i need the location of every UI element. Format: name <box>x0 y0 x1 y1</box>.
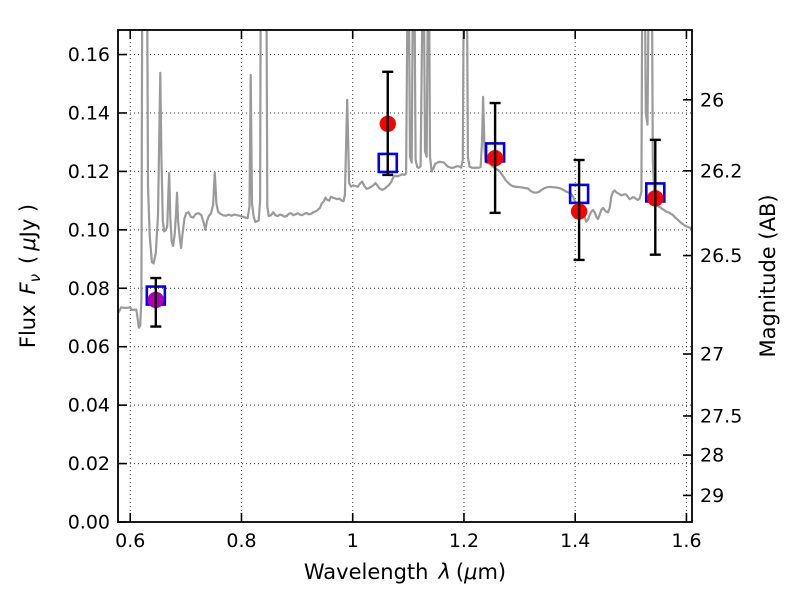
y-tick-label: 0.14 <box>68 102 110 124</box>
y-axis-label: Flux Fν ( μJy ) <box>16 204 44 348</box>
mu-symbol-y: μ <box>16 237 41 251</box>
flux-symbol: F <box>16 282 41 295</box>
y-tick-label: 0.10 <box>68 219 110 241</box>
y2-tick-label: 26 <box>700 89 724 111</box>
x-tick-label: 1.2 <box>449 530 479 552</box>
y-tick-label: 0.08 <box>68 278 110 300</box>
y-axis-unit-open: ( <box>16 255 41 264</box>
y-tick-label: 0.16 <box>68 44 110 66</box>
y-tick-label: 0.06 <box>68 336 110 358</box>
x-tick-label: 0.6 <box>115 530 145 552</box>
x-tick-label: 1.4 <box>560 530 590 552</box>
y-axis-unit: Jy ) <box>16 203 41 238</box>
y2-tick-label: 26.5 <box>700 245 742 267</box>
y2-tick-label: 27 <box>700 344 724 366</box>
nu-subscript: ν <box>25 273 44 283</box>
x-axis-label: Wavelength λ (μm) <box>304 560 506 584</box>
error-bars <box>150 70 661 328</box>
y2-tick-label: 27.5 <box>700 405 742 427</box>
y2-tick-label: 26.2 <box>700 160 742 182</box>
plot-frame <box>117 29 693 523</box>
axis-ticks <box>118 30 692 523</box>
y-tick-label: 0.12 <box>68 161 110 183</box>
x-tick-label: 0.8 <box>226 530 256 552</box>
tick-labels: 0.6 0.8 1 1.2 1.4 1.6 0.00 0.02 0.04 0.06 0.08 0.10… <box>68 44 743 552</box>
gridlines <box>118 30 692 522</box>
y2-tick-label: 28 <box>700 445 724 467</box>
x-tick-label: 1.6 <box>671 530 701 552</box>
x-axis-label-word: Wavelength <box>303 560 429 584</box>
y2-axis-label: Magnitude (AB) <box>756 194 780 358</box>
lambda-symbol: λ <box>438 560 451 584</box>
y-tick-label: 0.04 <box>68 395 110 417</box>
x-axis-unit: m) <box>477 560 507 584</box>
y-axis-label-word: Flux <box>16 304 41 349</box>
model-spectrum-line <box>118 30 692 329</box>
y-tick-label: 0.02 <box>68 453 110 475</box>
x-axis-unit-open: ( <box>455 560 465 584</box>
y2-tick-label: 29 <box>700 485 724 507</box>
x-tick-label: 1 <box>347 530 359 552</box>
y-tick-label: 0.00 <box>68 512 110 534</box>
mu-symbol-x: μ <box>464 560 478 584</box>
